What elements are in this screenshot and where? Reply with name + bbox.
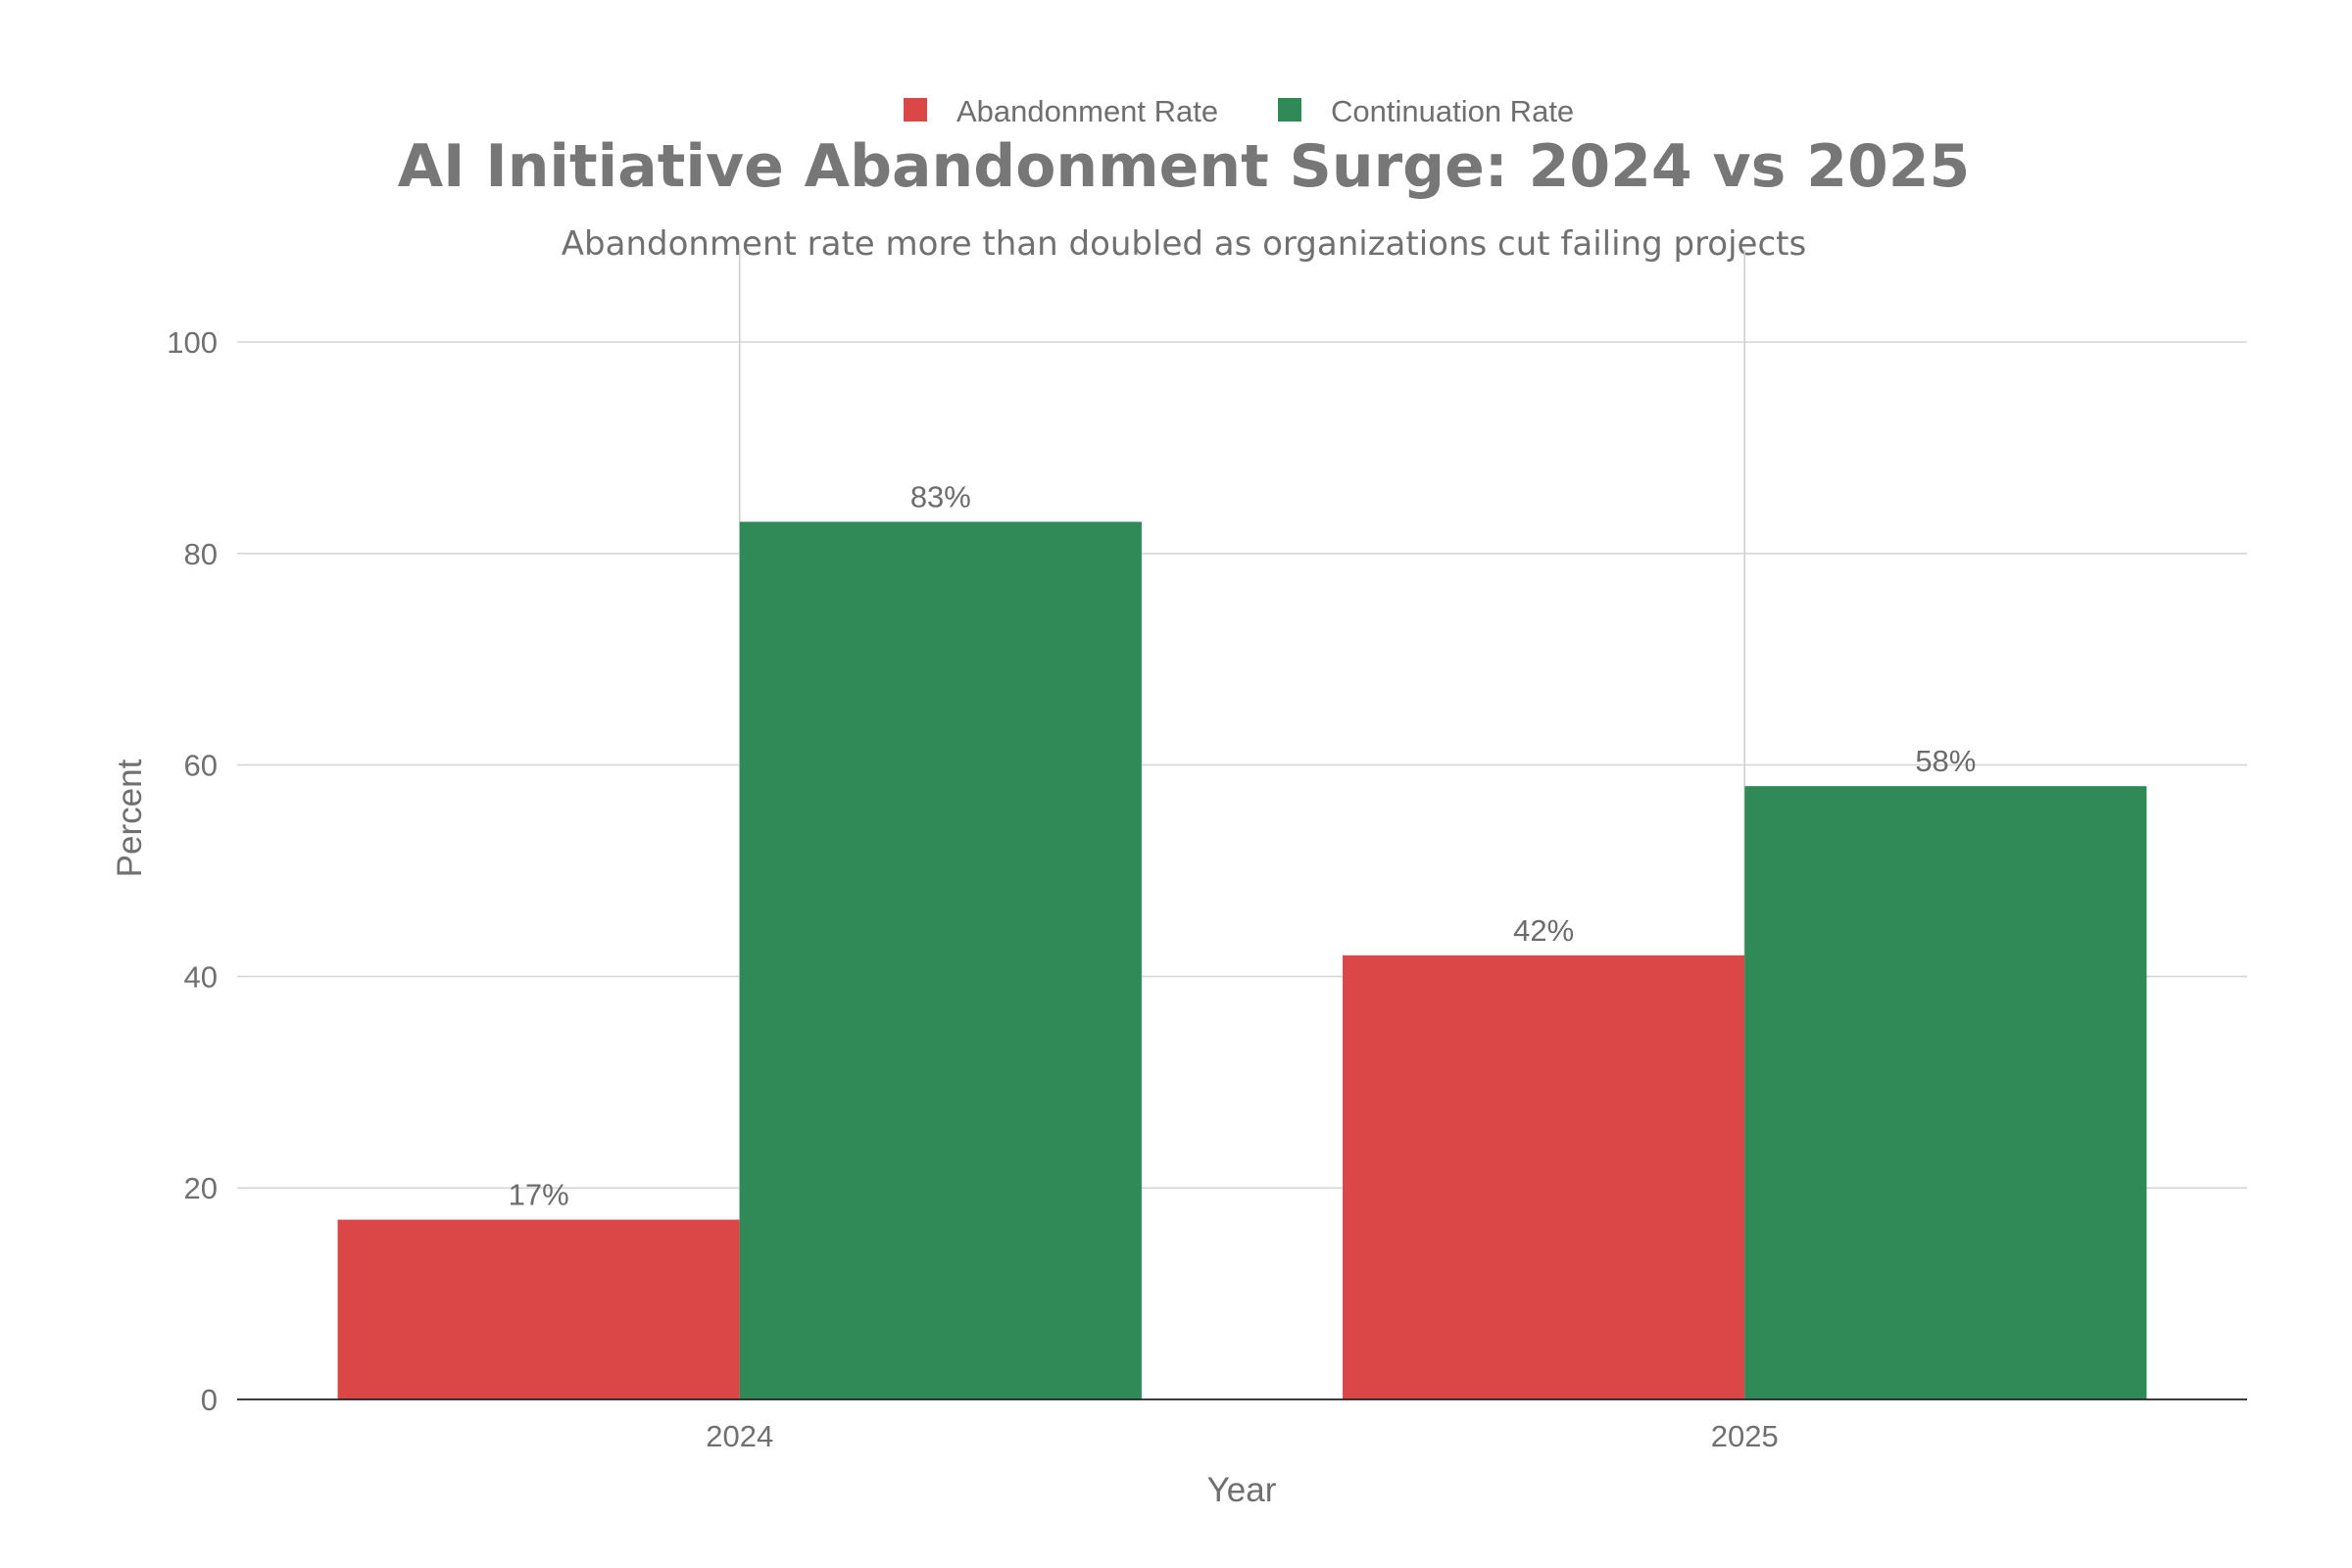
legend-label-continuation[interactable]: Continuation Rate (1331, 94, 1574, 128)
data-label-continuation-2024: 83% (910, 479, 971, 514)
data-labels: 17% 83% 42% 58% (237, 479, 2247, 1400)
y-axis-title: Percent (111, 759, 149, 877)
y-tick-label-40: 40 (184, 959, 218, 994)
bar-abandonment-2025[interactable] (1343, 955, 1745, 1399)
data-label-abandonment-2025: 42% (1513, 913, 1574, 948)
y-tick-label-20: 20 (184, 1171, 218, 1205)
legend-swatch-continuation[interactable] (1278, 98, 1301, 122)
legend-swatch-abandonment[interactable] (904, 98, 927, 122)
x-axis-ticks: 2024 2025 (706, 1419, 1778, 1453)
x-tick-label-2024: 2024 (706, 1419, 773, 1453)
data-label-abandonment-2024: 17% (509, 1178, 569, 1212)
y-tick-label-60: 60 (184, 749, 218, 783)
legend-label-abandonment[interactable]: Abandonment Rate (956, 94, 1218, 128)
x-tick-label-2025: 2025 (1711, 1419, 1779, 1453)
chart-subtitle: Abandonment rate more than doubled as or… (562, 224, 1806, 264)
y-axis-ticks: 0 20 40 60 80 100 (167, 325, 218, 1417)
chart-title: AI Initiative Abandonment Surge: 2024 vs… (398, 132, 1971, 201)
y-tick-label-0: 0 (201, 1383, 218, 1417)
y-tick-label-100: 100 (167, 325, 218, 360)
y-tick-label-80: 80 (184, 537, 218, 571)
bar-abandonment-2024[interactable] (337, 1219, 740, 1399)
bar-continuation-2025[interactable] (1744, 786, 2147, 1399)
data-label-continuation-2025: 58% (1915, 744, 1976, 778)
x-axis-title: Year (1207, 1471, 1277, 1509)
bars (337, 521, 2147, 1399)
bar-continuation-2024[interactable] (739, 521, 1142, 1399)
legend: Abandonment Rate Continuation Rate (904, 94, 1574, 128)
